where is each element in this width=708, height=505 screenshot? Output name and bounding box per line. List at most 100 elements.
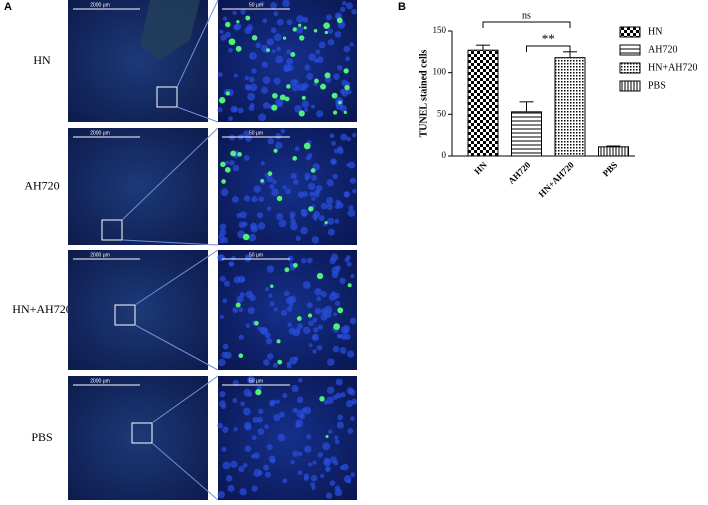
nucleus xyxy=(238,307,244,313)
panel-a: HN 2000 μm 50 μm AH720 2000 μm 50 μm HN+AH720 2… xyxy=(12,0,358,501)
nucleus xyxy=(286,49,292,55)
nucleus xyxy=(343,191,350,198)
nucleus xyxy=(225,160,230,165)
zoom-line xyxy=(121,127,219,221)
nucleus xyxy=(222,16,228,21)
nucleus xyxy=(280,309,287,316)
nucleus xyxy=(292,407,298,414)
nucleus xyxy=(313,190,320,198)
nucleus xyxy=(324,76,332,83)
nucleus xyxy=(262,76,271,84)
nucleus xyxy=(337,414,344,421)
significance-label: ns xyxy=(522,10,531,21)
nucleus xyxy=(263,359,270,366)
nucleus xyxy=(266,353,274,360)
nucleus xyxy=(247,378,253,383)
nucleus xyxy=(348,161,356,169)
nucleus xyxy=(288,295,297,304)
nucleus xyxy=(270,2,278,9)
y-tick-label: 50 xyxy=(437,108,447,118)
apoptotic-cell xyxy=(276,195,283,202)
y-tick-label: 150 xyxy=(433,25,447,35)
apoptotic-cell xyxy=(284,96,290,102)
nucleus xyxy=(276,18,284,26)
nucleus xyxy=(228,261,235,267)
nucleus xyxy=(233,73,238,78)
nucleus xyxy=(339,346,347,354)
nucleus xyxy=(296,409,305,418)
nucleus xyxy=(221,446,227,452)
nucleus xyxy=(283,290,290,297)
legend-label: HN xyxy=(648,26,662,37)
nucleus xyxy=(337,148,344,155)
nucleus xyxy=(287,322,292,327)
nucleus xyxy=(340,105,347,112)
nucleus xyxy=(302,212,307,217)
nucleus xyxy=(253,469,262,477)
nucleus xyxy=(316,296,322,302)
nucleus xyxy=(327,429,333,435)
nucleus xyxy=(296,396,304,404)
nucleus xyxy=(309,191,315,197)
apoptotic-cell xyxy=(267,171,273,176)
nucleus xyxy=(331,140,336,146)
x-tick-label: AH720 xyxy=(506,159,533,186)
nucleus xyxy=(322,442,331,451)
apoptotic-cell xyxy=(228,38,236,46)
nucleus xyxy=(336,421,344,429)
nucleus xyxy=(289,356,298,365)
nucleus xyxy=(351,398,358,405)
nucleus xyxy=(291,384,299,393)
nucleus xyxy=(297,470,303,476)
legend-swatch xyxy=(619,44,641,56)
zoom-line xyxy=(121,239,219,246)
nucleus xyxy=(270,27,277,34)
nucleus xyxy=(282,393,288,399)
nucleus xyxy=(329,480,336,486)
nucleus xyxy=(307,182,316,191)
nucleus xyxy=(266,444,273,451)
nucleus xyxy=(305,155,311,161)
nucleus xyxy=(313,327,319,333)
apoptotic-cell xyxy=(314,78,319,84)
nucleus xyxy=(337,65,343,71)
nucleus xyxy=(291,83,300,92)
nucleus xyxy=(311,333,320,342)
legend-label: HN+AH720 xyxy=(648,62,698,73)
nucleus xyxy=(314,58,319,63)
zoom-line xyxy=(151,442,219,501)
nucleus xyxy=(312,460,317,465)
scale-bar-label: 50 μm xyxy=(249,252,263,258)
nucleus xyxy=(286,19,293,26)
nucleus xyxy=(219,314,224,319)
nucleus xyxy=(256,416,264,423)
significance-bracket xyxy=(526,45,571,52)
nucleus xyxy=(349,177,357,184)
nucleus xyxy=(217,107,223,113)
apoptotic-cell xyxy=(279,94,286,101)
nucleus xyxy=(227,484,235,492)
nucleus xyxy=(264,471,272,478)
apoptotic-cell xyxy=(299,35,305,41)
apoptotic-cell xyxy=(347,283,352,288)
apoptotic-cell xyxy=(324,220,328,225)
nucleus xyxy=(316,110,324,118)
nucleus xyxy=(221,404,227,410)
bar xyxy=(467,49,499,157)
apoptotic-cell xyxy=(343,68,349,74)
nucleus xyxy=(275,133,282,140)
nucleus xyxy=(338,334,343,339)
nucleus xyxy=(223,280,230,287)
scale-bar-label: 2000 μm xyxy=(90,2,110,8)
nucleus xyxy=(346,136,352,142)
nucleus xyxy=(230,460,238,468)
nucleus xyxy=(312,317,318,323)
nucleus xyxy=(275,141,283,150)
panel-label: A xyxy=(4,1,12,13)
nucleus xyxy=(339,6,346,13)
nucleus xyxy=(302,281,311,289)
nucleus xyxy=(251,196,258,203)
nucleus xyxy=(260,1,265,6)
nucleus xyxy=(323,399,329,405)
panel-b: B TUNEL stained cells 0 50 100 150 HN HN AH720 AH… xyxy=(398,1,698,199)
